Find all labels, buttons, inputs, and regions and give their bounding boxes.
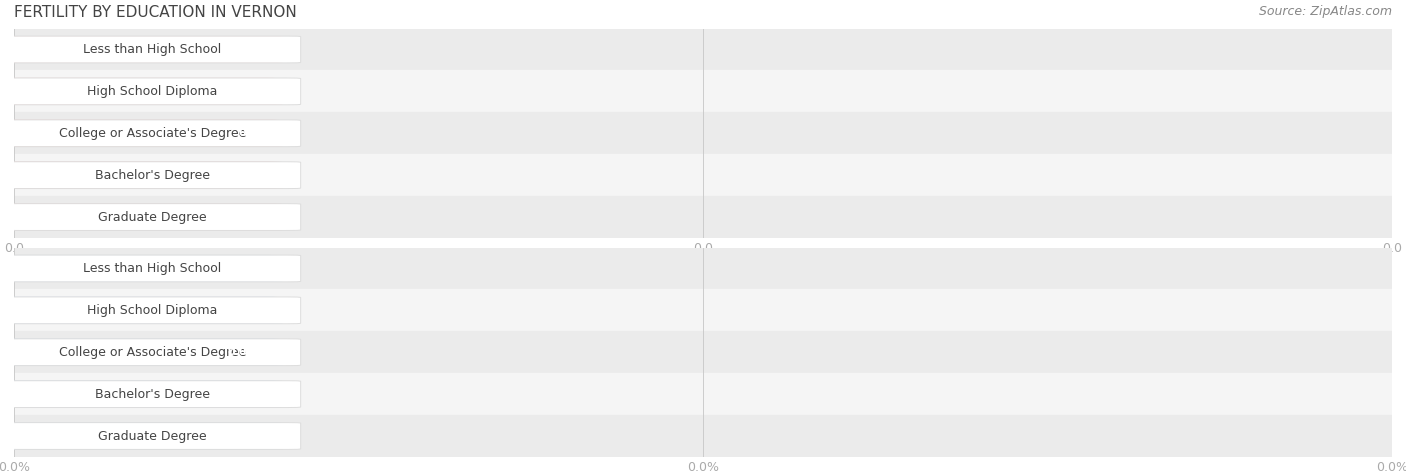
FancyBboxPatch shape xyxy=(1,423,283,449)
FancyBboxPatch shape xyxy=(1,381,283,407)
FancyBboxPatch shape xyxy=(1,36,283,63)
Text: High School Diploma: High School Diploma xyxy=(87,85,218,98)
Text: 0.0: 0.0 xyxy=(239,44,257,55)
FancyBboxPatch shape xyxy=(4,297,301,324)
FancyBboxPatch shape xyxy=(4,381,301,407)
Bar xyxy=(14,70,1392,112)
Text: Less than High School: Less than High School xyxy=(83,262,222,275)
Text: College or Associate's Degree: College or Associate's Degree xyxy=(59,127,246,140)
Text: 0.0%: 0.0% xyxy=(228,431,257,441)
FancyBboxPatch shape xyxy=(1,120,283,147)
FancyBboxPatch shape xyxy=(4,78,301,105)
Text: 0.0: 0.0 xyxy=(239,170,257,180)
FancyBboxPatch shape xyxy=(4,423,301,449)
FancyBboxPatch shape xyxy=(4,339,301,366)
Text: College or Associate's Degree: College or Associate's Degree xyxy=(59,346,246,359)
Text: 0.0: 0.0 xyxy=(239,128,257,139)
Bar xyxy=(14,373,1392,415)
Text: Bachelor's Degree: Bachelor's Degree xyxy=(96,169,209,182)
FancyBboxPatch shape xyxy=(4,36,301,63)
Bar xyxy=(14,29,1392,70)
Text: Less than High School: Less than High School xyxy=(83,43,222,56)
FancyBboxPatch shape xyxy=(1,78,283,105)
Text: Graduate Degree: Graduate Degree xyxy=(98,210,207,224)
FancyBboxPatch shape xyxy=(1,204,283,230)
Bar xyxy=(14,196,1392,238)
Text: Source: ZipAtlas.com: Source: ZipAtlas.com xyxy=(1258,5,1392,18)
Bar xyxy=(14,415,1392,457)
FancyBboxPatch shape xyxy=(4,204,301,230)
Bar xyxy=(14,248,1392,289)
Bar xyxy=(14,331,1392,373)
FancyBboxPatch shape xyxy=(4,255,301,282)
FancyBboxPatch shape xyxy=(1,339,283,366)
Text: Bachelor's Degree: Bachelor's Degree xyxy=(96,387,209,401)
Text: 0.0%: 0.0% xyxy=(228,263,257,274)
Text: 0.0%: 0.0% xyxy=(228,389,257,399)
FancyBboxPatch shape xyxy=(1,162,283,188)
FancyBboxPatch shape xyxy=(4,162,301,188)
Text: 0.0: 0.0 xyxy=(239,212,257,222)
Text: FERTILITY BY EDUCATION IN VERNON: FERTILITY BY EDUCATION IN VERNON xyxy=(14,5,297,20)
Bar xyxy=(14,154,1392,196)
Bar xyxy=(14,112,1392,154)
FancyBboxPatch shape xyxy=(1,297,283,324)
Text: 0.0: 0.0 xyxy=(239,86,257,97)
FancyBboxPatch shape xyxy=(1,255,283,282)
Text: Graduate Degree: Graduate Degree xyxy=(98,429,207,443)
Text: 0.0%: 0.0% xyxy=(228,347,257,357)
Text: High School Diploma: High School Diploma xyxy=(87,304,218,317)
Text: 0.0%: 0.0% xyxy=(228,305,257,316)
Bar xyxy=(14,289,1392,331)
FancyBboxPatch shape xyxy=(4,120,301,147)
